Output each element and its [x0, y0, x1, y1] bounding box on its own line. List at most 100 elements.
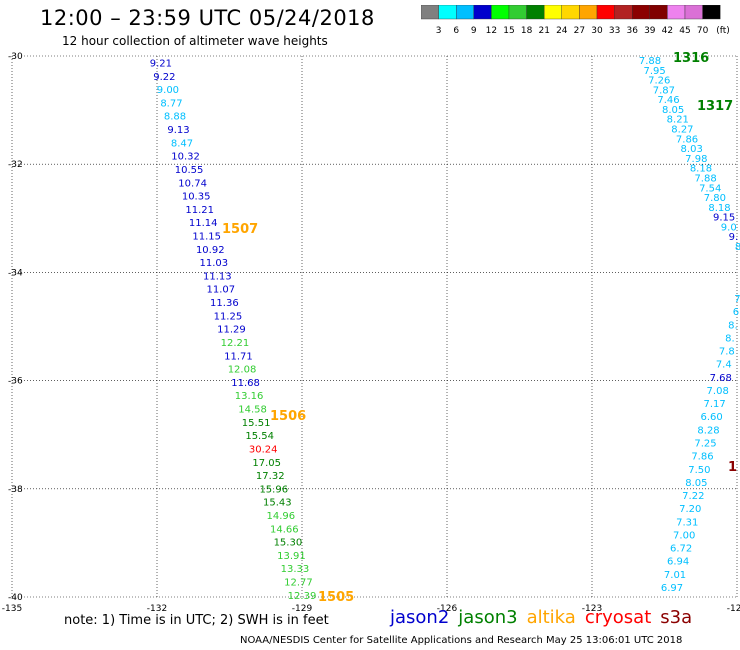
- track-value-label: 6.72: [670, 544, 692, 555]
- track-value-label: 8.77: [160, 98, 182, 109]
- time-label: 1317: [697, 99, 733, 114]
- x-tick-label: -120: [727, 604, 740, 614]
- legend-jason2: jason2: [390, 607, 450, 628]
- colorbar-label: 3: [436, 26, 442, 36]
- track-value-label: 15.43: [263, 498, 292, 509]
- track-value-label: 7.68: [710, 373, 732, 384]
- colorbar-label: 39: [644, 26, 656, 36]
- colorbar-label: 15: [503, 26, 514, 36]
- track-value-label: 15.96: [259, 484, 288, 495]
- x-tick-label: -129: [292, 604, 313, 614]
- track-value-label: 7.31: [676, 517, 698, 528]
- track-value-label: 11.25: [214, 311, 243, 322]
- colorbar-label: 30: [591, 26, 603, 36]
- track-value-label: 8.05: [685, 478, 707, 489]
- track-value-label: 14.66: [270, 524, 299, 535]
- track-value-label: 30.24: [249, 444, 278, 455]
- track-value-label: 7.87: [653, 85, 675, 96]
- track-value-label: 12.21: [221, 338, 250, 349]
- track-value-label: 6.97: [661, 583, 683, 594]
- track-value-label: 6.94: [667, 557, 689, 568]
- satellite-legend: jason2 jason3 altika cryosat s3a: [390, 607, 701, 628]
- track-value-label: 7.8: [719, 347, 735, 358]
- footer-credit: NOAA/NESDIS Center for Satellite Applica…: [240, 635, 683, 646]
- track-value-label: 11.71: [224, 351, 253, 362]
- track-value-label: 7.20: [679, 504, 701, 515]
- track-value-label: 13.33: [281, 564, 310, 575]
- time-label: 1506: [270, 409, 306, 424]
- colorbar-label: 9: [471, 26, 477, 36]
- track-value-label: 11.15: [192, 232, 221, 243]
- track-value-label: 15.30: [274, 538, 303, 549]
- footer-note: note: 1) Time is in UTC; 2) SWH is in fe…: [64, 613, 329, 628]
- track-value-label: 6: [733, 307, 739, 318]
- colorbar-label: 42: [662, 26, 673, 36]
- track-value-label: 17.05: [252, 458, 281, 469]
- track-value-label: 11.68: [231, 378, 260, 389]
- track-value-label: 10.55: [175, 165, 204, 176]
- time-label: 1505: [318, 590, 354, 605]
- track-value-label: 7.80: [704, 193, 726, 204]
- y-tick-label: -30: [8, 52, 23, 62]
- y-tick-label: -34: [8, 268, 23, 278]
- track-value-label: 8.: [728, 320, 738, 331]
- track-value-label: 12.77: [284, 578, 313, 589]
- track-value-label: 8.27: [671, 125, 693, 136]
- legend-cryosat: cryosat: [584, 607, 652, 628]
- colorbar-label: 27: [574, 26, 585, 36]
- time-label: 1316: [673, 51, 709, 66]
- track-value-label: 7.86: [676, 134, 698, 145]
- colorbar-label: 6: [453, 26, 459, 36]
- chart-subtitle: 12 hour collection of altimeter wave hei…: [62, 34, 328, 48]
- track-value-label: 12.08: [228, 365, 257, 376]
- track-value-label: 11.13: [203, 271, 232, 282]
- y-tick-label: -32: [8, 160, 23, 170]
- colorbar-label: 12: [486, 26, 497, 36]
- track-value-label: 7.86: [691, 452, 713, 463]
- track-value-label: 10.74: [178, 178, 207, 189]
- y-tick-label: -40: [8, 593, 23, 603]
- track-value-label: 8.88: [164, 112, 186, 123]
- legend-s3a: s3a: [660, 607, 693, 628]
- track-value-label: 8.21: [667, 115, 689, 126]
- track-value-label: 7.46: [657, 95, 679, 106]
- track-value-label: 7.54: [699, 183, 721, 194]
- track-value-label: 7.08: [707, 386, 729, 397]
- track-value-label: 7.4: [716, 360, 732, 371]
- track-value-label: 10.32: [171, 152, 200, 163]
- track-value-label: 7.17: [704, 399, 726, 410]
- x-tick-label: -123: [582, 604, 602, 614]
- track-value-label: 8.28: [697, 425, 719, 436]
- track-value-label: 11.36: [210, 298, 239, 309]
- track-value-label: 6.60: [700, 412, 722, 423]
- track-value-label: 9.21: [150, 58, 172, 69]
- track-value-label: 15.51: [242, 418, 271, 429]
- colorbar-label: 18: [521, 26, 533, 36]
- track-value-label: 8.47: [171, 138, 193, 149]
- track-value-label: 12.39: [288, 591, 317, 602]
- colorbar-label: 33: [609, 26, 620, 36]
- colorbar-label: 45: [679, 26, 690, 36]
- track-value-label: 8.: [725, 333, 735, 344]
- x-tick-label: -132: [147, 604, 167, 614]
- track-value-label: 9.0: [721, 222, 737, 233]
- track-value-label: 7.22: [682, 491, 704, 502]
- colorbar-label: 70: [697, 26, 709, 36]
- track-value-label: 10.92: [196, 245, 225, 256]
- track-value-label: 7.00: [673, 530, 695, 541]
- track-value-label: 8.18: [690, 164, 712, 175]
- track-value-label: 8.05: [662, 105, 684, 116]
- colorbar-label: 24: [556, 26, 568, 36]
- track-value-label: 7.: [734, 294, 740, 305]
- track-value-label: 9.13: [167, 125, 189, 136]
- track-value-label: 7.26: [648, 76, 670, 87]
- track-value-label: 7.88: [639, 56, 661, 67]
- track-value-label: 7.88: [694, 173, 716, 184]
- track-value-label: 9.22: [153, 72, 175, 83]
- track-value-label: 11.21: [185, 205, 214, 216]
- chart-title: 12:00 – 23:59 UTC 05/24/2018: [40, 6, 375, 30]
- track-value-label: 10.35: [182, 192, 211, 203]
- track-value-label: 13.16: [235, 391, 264, 402]
- track-value-label: 17.32: [256, 471, 285, 482]
